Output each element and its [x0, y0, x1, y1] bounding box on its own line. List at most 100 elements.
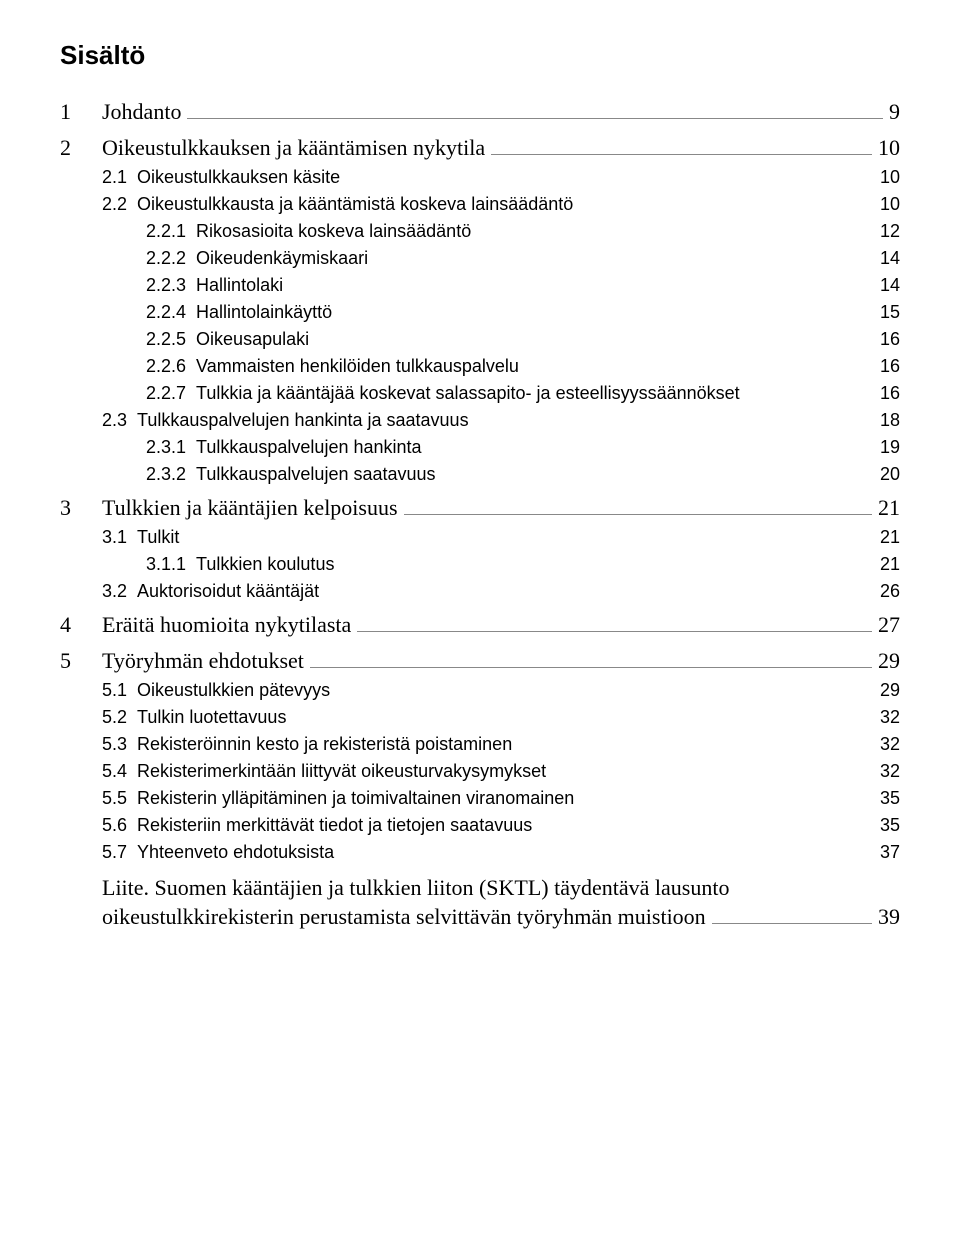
toc-sub-page: 12 — [880, 221, 900, 242]
toc-chapter-number: 5 — [60, 648, 102, 674]
toc-chapter-title: Tulkkien ja kääntäjien kelpoisuus — [102, 495, 398, 521]
toc-sub-title: Oikeustulkkien pätevyys — [137, 680, 880, 701]
toc-sub-number: 3.2 — [102, 581, 127, 602]
toc-sub-number: 5.2 — [102, 707, 127, 728]
toc-sub-title: Rekisterin ylläpitäminen ja toimivaltain… — [137, 788, 880, 809]
toc-chapter-title: Johdanto — [102, 99, 181, 125]
toc-sub-number: 2.3.2 — [146, 464, 186, 485]
toc-chapter: 3Tulkkien ja kääntäjien kelpoisuus21 3.1 T… — [60, 495, 900, 602]
toc-sub-number: 2.2 — [102, 194, 127, 215]
toc-sub-row: 5.1Oikeustulkkien pätevyys29 — [60, 680, 900, 701]
toc-appendix-row-bottom: oikeustulkkirekisterin perustamista selv… — [60, 904, 900, 930]
toc-sub-page: 21 — [880, 554, 900, 575]
toc-sub-row: 3.1.1Tulkkien koulutus21 — [60, 554, 900, 575]
toc-sub-title: Yhteenveto ehdotuksista — [137, 842, 880, 863]
toc-sub-row: 5.4 Rekisterimerkintään liittyvät oikeust… — [60, 761, 900, 782]
toc-chapter: 4Eräitä huomioita nykytilasta 27 — [60, 612, 900, 638]
toc-sub-row: 2.2 Oikeustulkkausta ja kääntämistä koske… — [60, 194, 900, 215]
toc-chapter: 5Työryhmän ehdotukset 29 5.1 Oikeustulkkien… — [60, 648, 900, 863]
toc-sub-page: 35 — [880, 815, 900, 836]
toc-sub-title: Tulkkia ja kääntäjää koskevat salassapit… — [196, 383, 880, 404]
toc-sub-title: Oikeustulkkauksen käsite — [137, 167, 880, 188]
toc-sub-page: 32 — [880, 734, 900, 755]
toc-leader — [310, 667, 872, 668]
toc-sub-page: 10 — [880, 167, 900, 188]
toc-chapter: 1Johdanto9 — [60, 99, 900, 125]
toc-chapter-row: 4Eräitä huomioita nykytilasta 27 — [60, 612, 900, 638]
toc-sub-page: 16 — [880, 329, 900, 350]
toc-chapter-number: 4 — [60, 612, 102, 638]
toc-heading: Sisältö — [60, 40, 900, 71]
toc-sub-title: Auktorisoidut kääntäjät — [137, 581, 880, 602]
toc-sub-title: Vammaisten henkilöiden tulkkauspalvelu — [196, 356, 880, 377]
toc-sub-title: Rekisteriin merkittävät tiedot ja tietoj… — [137, 815, 880, 836]
toc-sub-row: 2.1 Oikeustulkkauksen käsite10 — [60, 167, 900, 188]
toc-sub-number: 5.5 — [102, 788, 127, 809]
toc-sub-number: 2.3.1 — [146, 437, 186, 458]
toc-sub-row: 5.7Yhteenveto ehdotuksista37 — [60, 842, 900, 863]
toc-chapter-page: 27 — [878, 612, 900, 638]
toc-sub-page: 35 — [880, 788, 900, 809]
toc-sub-title: Rekisterimerkintään liittyvät oikeusturv… — [137, 761, 880, 782]
toc-sub-page: 10 — [880, 194, 900, 215]
toc-chapter-title: Eräitä huomioita nykytilasta — [102, 612, 351, 638]
toc-chapter-page: 29 — [878, 648, 900, 674]
toc-sub-number: 5.1 — [102, 680, 127, 701]
toc-sub-number: 2.2.7 — [146, 383, 186, 404]
toc-chapter: 2Oikeustulkkauksen ja kääntämisen nykyti… — [60, 135, 900, 485]
toc-chapter-title: Työryhmän ehdotukset — [102, 648, 304, 674]
toc-leader — [491, 154, 872, 155]
toc-sub-row: 3.1 Tulkit21 — [60, 527, 900, 548]
toc-sub-page: 20 — [880, 464, 900, 485]
toc-sub-page: 16 — [880, 356, 900, 377]
toc-sub-number: 2.2.4 — [146, 302, 186, 323]
toc-sub-number: 5.4 — [102, 761, 127, 782]
toc-sub-title: Tulkit — [137, 527, 880, 548]
toc-sub-row: 2.2.2Oikeudenkäymiskaari14 — [60, 248, 900, 269]
toc-sub-number: 2.2.2 — [146, 248, 186, 269]
toc-sub-title: Tulkkauspalvelujen hankinta — [196, 437, 880, 458]
toc-sub-number: 2.2.6 — [146, 356, 186, 377]
toc-sub-page: 16 — [880, 383, 900, 404]
toc-sub-number: 5.7 — [102, 842, 127, 863]
toc-sub-number: 3.1.1 — [146, 554, 186, 575]
toc-sub-page: 19 — [880, 437, 900, 458]
toc-chapter-row: 3Tulkkien ja kääntäjien kelpoisuus21 — [60, 495, 900, 521]
toc-sub-title: Hallintolainkäyttö — [196, 302, 880, 323]
toc-sub-title: Tulkkauspalvelujen hankinta ja saatavuus — [137, 410, 880, 431]
toc-sub-row: 2.2.3Hallintolaki14 — [60, 275, 900, 296]
toc-sub-page: 18 — [880, 410, 900, 431]
toc-sub-title: Oikeudenkäymiskaari — [196, 248, 880, 269]
toc-chapter-page: 10 — [878, 135, 900, 161]
toc-sub-page: 21 — [880, 527, 900, 548]
toc-sub-number: 3.1 — [102, 527, 127, 548]
toc-sub-row: 2.2.5 Oikeusapulaki16 — [60, 329, 900, 350]
toc-leader — [404, 514, 872, 515]
toc-chapter-row: 5Työryhmän ehdotukset 29 — [60, 648, 900, 674]
toc-sub-row: 2.2.6 Vammaisten henkilöiden tulkkauspalv… — [60, 356, 900, 377]
toc-appendix-title-line2: oikeustulkkirekisterin perustamista selv… — [102, 904, 706, 930]
toc-sub-title: Rekisteröinnin kesto ja rekisteristä poi… — [137, 734, 880, 755]
toc-leader — [187, 118, 883, 119]
toc-chapter-row: 2Oikeustulkkauksen ja kääntämisen nykyti… — [60, 135, 900, 161]
toc-sub-number: 2.2.5 — [146, 329, 186, 350]
toc-sub-row: 5.3 Rekisteröinnin kesto ja rekisteristä … — [60, 734, 900, 755]
toc-sub-title: Oikeustulkkausta ja kääntämistä koskeva … — [137, 194, 880, 215]
toc-sub-row: 2.2.4Hallintolainkäyttö15 — [60, 302, 900, 323]
toc-chapter-title: Oikeustulkkauksen ja kääntämisen nykytil… — [102, 135, 485, 161]
toc-sub-title: Oikeusapulaki — [196, 329, 880, 350]
toc-sub-page: 26 — [880, 581, 900, 602]
toc-sub-row: 2.3.2Tulkkauspalvelujen saatavuus20 — [60, 464, 900, 485]
toc-leader — [357, 631, 872, 632]
toc-sub-number: 2.2.3 — [146, 275, 186, 296]
toc-sub-page: 32 — [880, 707, 900, 728]
toc-sub-title: Rikosasioita koskeva lainsäädäntö — [196, 221, 880, 242]
toc-sub-row: 3.2 Auktorisoidut kääntäjät26 — [60, 581, 900, 602]
toc-sub-number: 5.3 — [102, 734, 127, 755]
toc-chapter-page: 9 — [889, 99, 900, 125]
toc-sub-number: 5.6 — [102, 815, 127, 836]
toc-appendix-title-line1: Liite. Suomen kääntäjien ja tulkkien lii… — [102, 875, 729, 900]
toc-sub-row: 5.2Tulkin luotettavuus32 — [60, 707, 900, 728]
toc-sub-number: 2.1 — [102, 167, 127, 188]
toc-body: 1Johdanto92Oikeustulkkauksen ja kääntämi… — [60, 99, 900, 930]
